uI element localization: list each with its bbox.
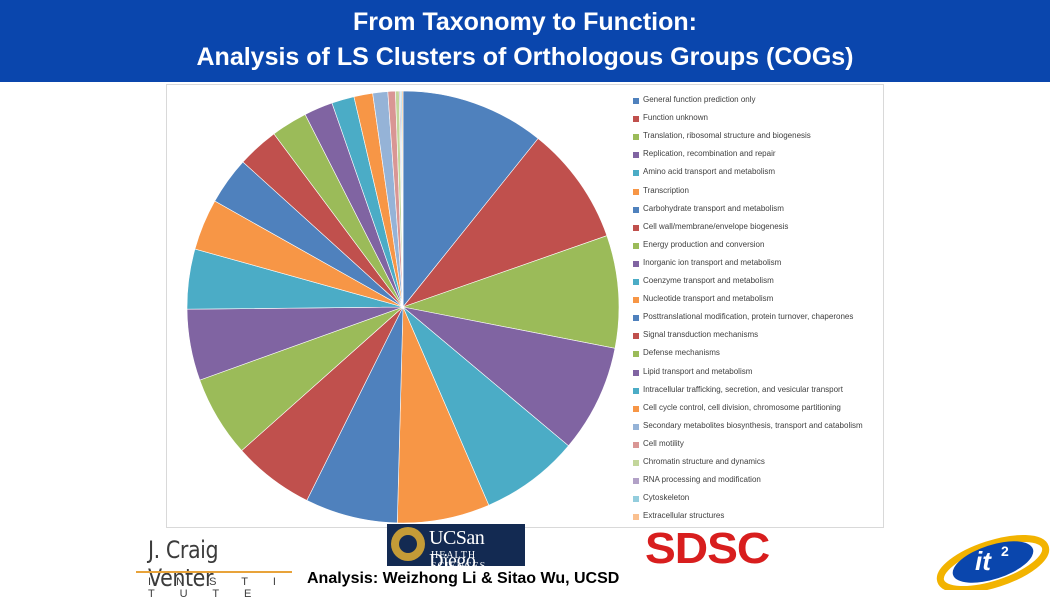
- legend-label: Chromatin structure and dynamics: [643, 457, 765, 466]
- legend-label: Secondary metabolites biosynthesis, tran…: [643, 420, 863, 430]
- ucsd-logo-name: UCSan Diego: [429, 527, 485, 572]
- it2-logo: it 2: [936, 534, 1050, 590]
- legend-swatch: [633, 369, 639, 376]
- legend-label: Energy production and conversion: [643, 239, 765, 249]
- slide-title-line2: Analysis of LS Clusters of Orthologous G…: [196, 43, 854, 71]
- analysis-credit: Analysis: Weizhong Li & Sitao Wu, UCSD: [307, 570, 620, 587]
- pie-slice-1: [402, 90, 539, 308]
- legend-label: Cell cycle control, cell division, chrom…: [643, 402, 841, 412]
- legend-swatch: [633, 496, 639, 503]
- title-bar: From Taxonomy to Function: Analysis of L…: [0, 0, 1050, 82]
- slide-title-line1: From Taxonomy to Function:: [353, 8, 697, 36]
- svg-text:2: 2: [1001, 543, 1009, 559]
- legend-swatch: [633, 405, 639, 412]
- pie-slice-4: [401, 306, 616, 447]
- chart-panel: General function prediction only Function…: [166, 84, 884, 528]
- pie-slice-24: [401, 90, 404, 308]
- legend-swatch: [633, 315, 639, 322]
- legend-swatch: [633, 514, 639, 521]
- ucsd-logo-sub: HEALTH SCIENCES: [431, 550, 487, 572]
- legend-swatch: [633, 188, 639, 195]
- legend-label: Coenzyme transport and metabolism: [643, 276, 774, 285]
- legend-swatch: [633, 98, 639, 104]
- pie-chart: [186, 90, 620, 524]
- ucsd-seal-icon: [391, 527, 425, 561]
- legend-label: Signal transduction mechanisms: [643, 330, 759, 340]
- legend-label: Cell motility: [643, 438, 684, 448]
- ucsd-logo: UCSan Diego HEALTH SCIENCES: [387, 524, 525, 572]
- legend-swatch: [633, 224, 639, 231]
- jcvi-logo-name: J. Craig Venter: [148, 536, 219, 592]
- legend-label: Posttranslational modification, protein …: [643, 312, 854, 322]
- legend-swatch: [633, 260, 639, 267]
- legend-swatch: [633, 387, 639, 394]
- legend-label: Function unknown: [643, 113, 708, 123]
- jcvi-logo-institute: I N S T I T U T E: [148, 576, 287, 600]
- legend-label: Cytoskeleton: [643, 493, 690, 503]
- jcvi-logo-rule: [136, 571, 292, 573]
- legend-swatch: [633, 423, 639, 430]
- legend-swatch: [633, 116, 639, 123]
- legend-swatch: [633, 170, 639, 177]
- legend-label: General function prediction only: [643, 95, 756, 104]
- pie-slice-5: [402, 306, 569, 506]
- legend-swatch: [633, 134, 639, 141]
- sdsc-logo: SDSC: [645, 524, 770, 573]
- legend-swatch: [633, 279, 639, 285]
- it2-logo-text: it: [975, 546, 992, 576]
- legend-label: Cell wall/membrane/envelope biogenesis: [643, 221, 789, 231]
- legend-label: Translation, ribosomal structure and bio…: [643, 131, 811, 141]
- pie-slice-3: [401, 235, 620, 349]
- legend-swatch: [633, 441, 639, 448]
- legend-label: Carbohydrate transport and metabolism: [643, 203, 784, 213]
- legend-swatch: [633, 297, 639, 304]
- legend-label: Defense mechanisms: [643, 348, 720, 358]
- legend-swatch: [633, 333, 639, 340]
- jcvi-logo: J. Craig Venter I N S T I T U T E: [134, 532, 304, 600]
- pie-slice-2: [402, 138, 608, 308]
- legend-swatch: [633, 242, 639, 249]
- legend-label: Nucleotide transport and metabolism: [643, 294, 774, 304]
- legend-swatch: [633, 206, 639, 213]
- legend-label: Lipid transport and metabolism: [643, 366, 753, 376]
- legend-label: RNA processing and modification: [643, 475, 761, 485]
- legend-label: Inorganic ion transport and metabolism: [643, 257, 782, 267]
- legend-swatch: [633, 351, 639, 358]
- legend-label: Intracellular trafficking, secretion, an…: [643, 384, 843, 394]
- legend-label: Transcription: [643, 185, 689, 195]
- legend-swatch: [633, 478, 639, 485]
- legend-swatch: [633, 152, 639, 159]
- legend-label: Replication, recombination and repair: [643, 149, 776, 159]
- legend-swatch: [633, 460, 639, 466]
- legend-label: Extracellular structures: [643, 511, 725, 521]
- legend-label: Amino acid transport and metabolism: [643, 167, 776, 177]
